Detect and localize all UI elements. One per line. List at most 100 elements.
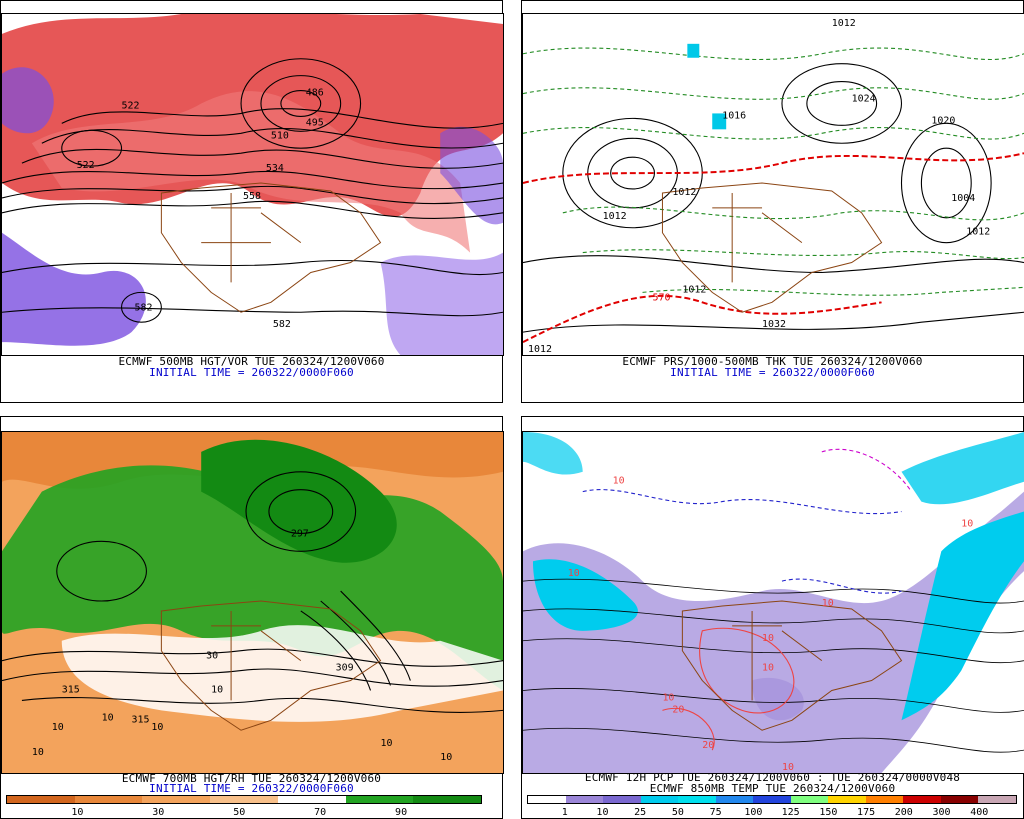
- contour-label: 1004: [951, 193, 975, 204]
- panel-500mb-hgt-vor: 522 522 486 510 534 495 558 582 582 ECMW…: [0, 0, 504, 403]
- contour-label: 534: [266, 163, 284, 174]
- contour-label: 10: [211, 684, 223, 695]
- colorbar-label: 100: [744, 807, 763, 818]
- colorbar-label: 90: [395, 807, 408, 818]
- rh-colorbar: [6, 795, 482, 804]
- contour-label: 1016: [722, 110, 746, 121]
- colorbar-swatch: [277, 796, 346, 803]
- panel-prs-thickness: 1012 1016 1012 1004 1012 1012 1020 570 1…: [521, 0, 1024, 403]
- contour-label: 486: [306, 88, 324, 99]
- colorbar-swatch: [74, 796, 143, 803]
- initial-time: INITIAL TIME = 260322/0000F060: [149, 782, 354, 795]
- colorbar-swatch: [978, 796, 1016, 803]
- colorbar-label: 10: [596, 807, 609, 818]
- colorbar-swatch: [715, 796, 754, 803]
- contour-label: 1012: [672, 187, 696, 198]
- contour-label: 20: [702, 740, 714, 751]
- colorbar-swatch: [903, 796, 941, 803]
- contour-label: 297: [291, 528, 309, 539]
- contour-label: 309: [336, 663, 354, 674]
- panel-title: ECMWF 500MB HGT/VOR TUE 260324/1200V060: [118, 355, 385, 368]
- contour-label: 1024: [852, 93, 876, 104]
- contour-label: 10: [662, 692, 674, 703]
- map-precipitation: 10 10 10 10 10 20 20 10 10 10: [522, 431, 1024, 774]
- contour-label: 1032: [762, 319, 786, 330]
- contour-label: 1012: [832, 18, 856, 29]
- map-pressure-thickness: 1012 1016 1012 1004 1012 1012 1020 570 1…: [522, 13, 1024, 356]
- contour-label: 1020: [931, 115, 955, 126]
- contour-label: 522: [122, 100, 140, 111]
- colorbar-label: 75: [709, 807, 722, 818]
- colorbar-label: 1: [561, 807, 568, 818]
- colorbar-swatch: [413, 796, 482, 803]
- colorbar-swatch: [210, 796, 278, 803]
- contour-label: 10: [762, 663, 774, 674]
- precip-colorbar: [527, 795, 1017, 804]
- precip-colorbar-labels: 1 10 25 50 75 100 125 150 175 200 300 40…: [527, 807, 1017, 819]
- rh-colorbar-labels: 10 30 50 70 90: [6, 807, 482, 819]
- colorbar-swatch: [640, 796, 679, 803]
- contour-label: 10: [151, 722, 163, 733]
- colorbar-swatch: [345, 796, 414, 803]
- colorbar-swatch: [940, 796, 979, 803]
- contour-label: 570: [652, 292, 670, 303]
- colorbar-label: 125: [781, 807, 800, 818]
- colorbar-swatch: [565, 796, 604, 803]
- contour-label: 1012: [966, 227, 990, 238]
- precip-map-graphic: 10 10 10 10 10 20 20 10 10 10: [523, 432, 1024, 773]
- colorbar-label: 50: [671, 807, 684, 818]
- panel-precip-850mb-temp: 10 10 10 10 10 20 20 10 10 10 ECMWF 12H …: [521, 416, 1024, 819]
- colorbar-label: 25: [634, 807, 647, 818]
- colorbar-label: 400: [970, 807, 989, 818]
- colorbar-label: 10: [71, 807, 84, 818]
- map-500mb-vorticity: 522 522 486 510 534 495 558 582 582: [1, 13, 504, 356]
- contour-label: 10: [102, 712, 114, 723]
- colorbar-swatch: [678, 796, 716, 803]
- panel-subtitle: ECMWF 850MB TEMP TUE 260324/1200V060: [649, 782, 896, 795]
- map-700mb-humidity: 10 10 315 10 10 30 10 10 315 309 297 10: [1, 431, 504, 774]
- vorticity-map-graphic: 522 522 486 510 534 495 558 582 582: [2, 14, 503, 355]
- contour-label: 10: [568, 568, 580, 579]
- contour-label: 10: [961, 518, 973, 529]
- colorbar-swatch: [828, 796, 866, 803]
- colorbar-label: 150: [819, 807, 838, 818]
- contour-label: 522: [77, 160, 95, 171]
- contour-label: 1012: [682, 284, 706, 295]
- contour-label: 1012: [603, 211, 627, 222]
- panel-title: ECMWF 12H PCP TUE 260324/1200V060 : TUE …: [584, 771, 961, 784]
- pressure-map-graphic: 1012 1016 1012 1004 1012 1012 1020 570 1…: [523, 18, 1024, 355]
- colorbar-label: 50: [233, 807, 246, 818]
- contour-label: 10: [782, 762, 794, 773]
- contour-label: 315: [62, 684, 80, 695]
- contour-label: 582: [134, 302, 152, 313]
- contour-label: 582: [273, 319, 291, 330]
- colorbar-label: 200: [894, 807, 913, 818]
- colorbar-label: 30: [152, 807, 165, 818]
- contour-label: 10: [822, 598, 834, 609]
- colorbar-swatch: [142, 796, 211, 803]
- colorbar-label: 175: [857, 807, 876, 818]
- colorbar-swatch: [790, 796, 829, 803]
- contour-label: 10: [52, 722, 64, 733]
- contour-label: 558: [243, 191, 261, 202]
- panel-700mb-hgt-rh: 10 10 315 10 10 30 10 10 315 309 297 10 …: [0, 416, 504, 819]
- contour-label: 10: [440, 752, 452, 763]
- contour-label: 495: [306, 117, 324, 128]
- initial-time: INITIAL TIME = 260322/0000F060: [149, 366, 354, 379]
- colorbar-label: 70: [314, 807, 327, 818]
- colorbar-swatch: [753, 796, 791, 803]
- contour-label: 30: [206, 651, 218, 662]
- contour-label: 315: [131, 714, 149, 725]
- contour-label: 510: [271, 130, 289, 141]
- panel-title: ECMWF 700MB HGT/RH TUE 260324/1200V060: [121, 772, 382, 785]
- initial-time: INITIAL TIME = 260322/0000F060: [670, 366, 875, 379]
- contour-label: 10: [613, 476, 625, 487]
- contour-label: 10: [762, 633, 774, 644]
- humidity-map-graphic: 10 10 315 10 10 30 10 10 315 309 297 10: [2, 432, 503, 773]
- colorbar-label: 300: [932, 807, 951, 818]
- colorbar-swatch: [603, 796, 641, 803]
- panel-title: ECMWF PRS/1000-500MB THK TUE 260324/1200…: [622, 355, 923, 368]
- colorbar-swatch: [7, 796, 75, 803]
- contour-label: 10: [32, 747, 44, 758]
- colorbar-swatch: [528, 796, 566, 803]
